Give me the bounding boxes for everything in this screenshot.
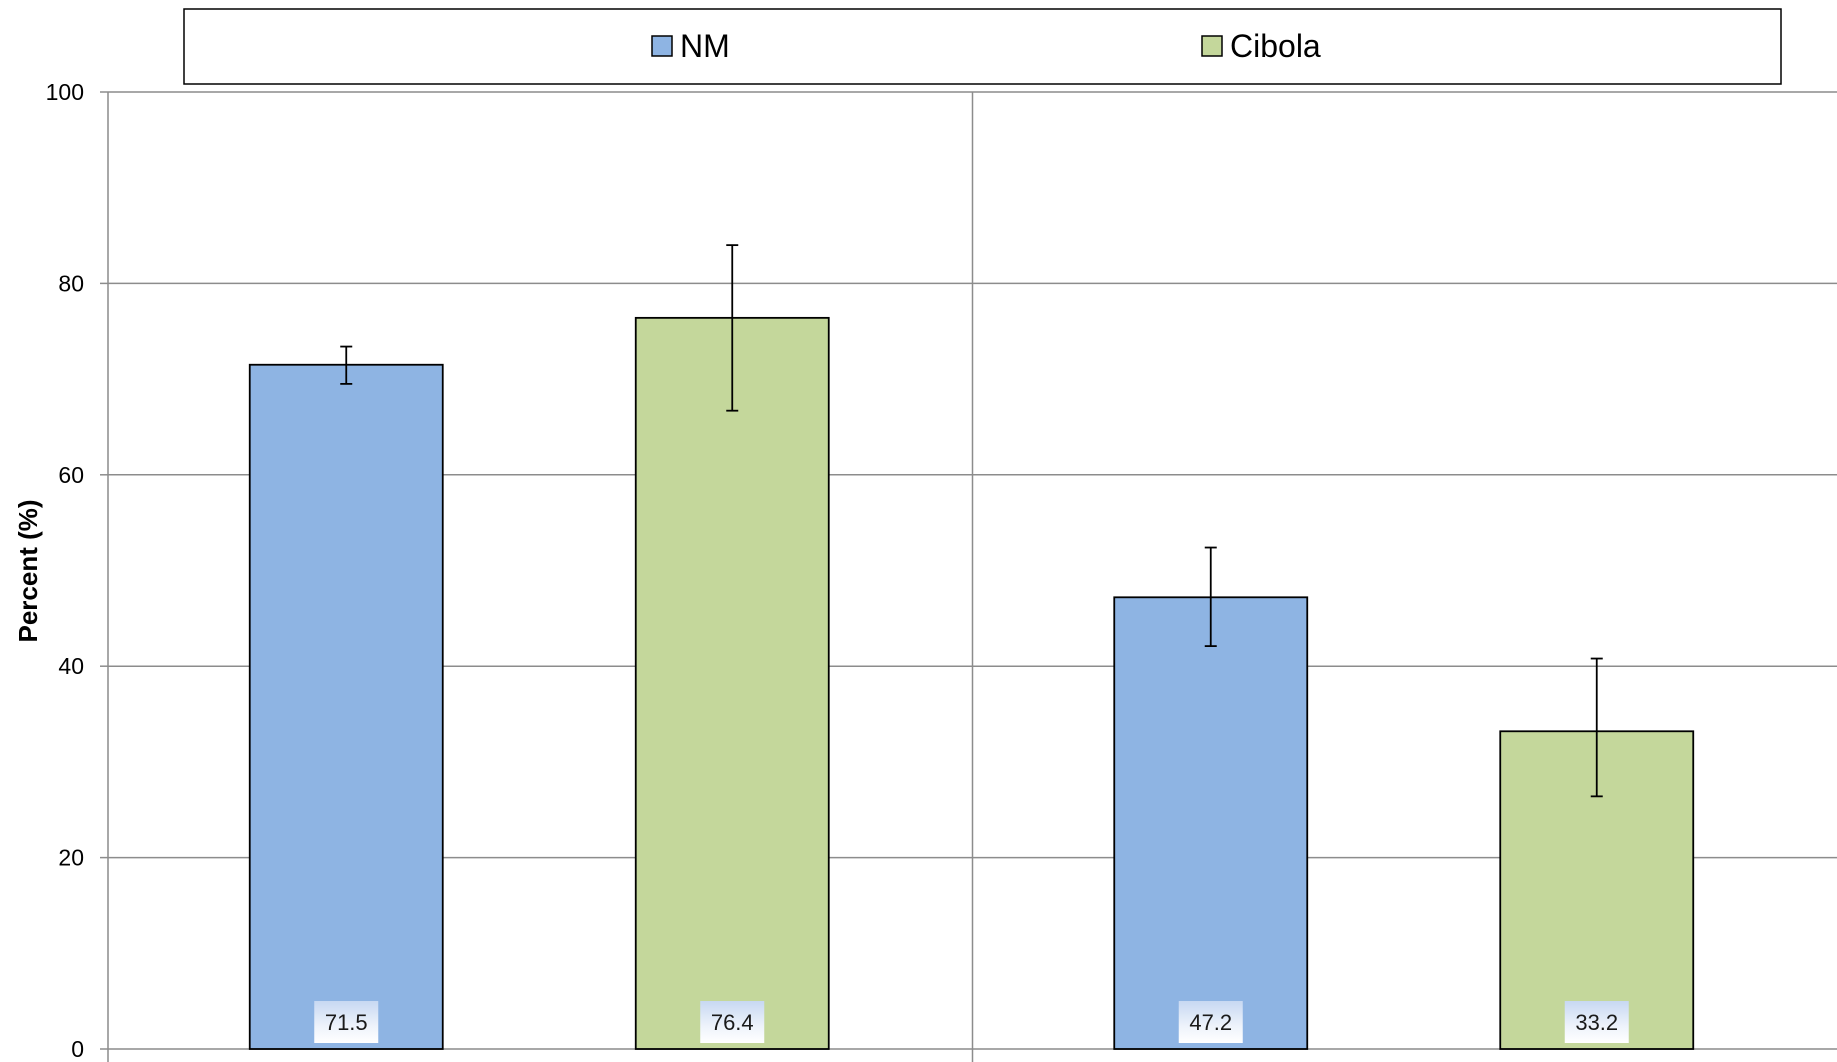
error-bar-nm-1	[1204, 546, 1217, 648]
legend-label: NM	[680, 28, 730, 64]
bar-nm-0	[248, 363, 444, 1050]
error-bar-cibola-1	[1590, 657, 1603, 798]
y-tick-label: 20	[58, 845, 84, 871]
y-axis-title: Percent (%)	[13, 499, 43, 642]
svg-text:76.4: 76.4	[711, 1010, 754, 1035]
data-label-cibola-0: 76.4	[700, 1001, 765, 1043]
y-tick-label: 60	[58, 462, 84, 488]
legend-box	[183, 8, 1782, 85]
bar-nm-1	[1113, 596, 1309, 1050]
svg-text:47.2: 47.2	[1189, 1010, 1232, 1035]
y-tick-label: 100	[46, 79, 84, 105]
error-bar-nm-0	[340, 345, 353, 385]
legend-swatch	[1201, 35, 1223, 57]
legend-item-cibola: Cibola	[1201, 28, 1321, 64]
legend: NM Cibola	[183, 8, 1782, 85]
error-bar-cibola-0	[726, 244, 739, 412]
legend-label: Cibola	[1230, 28, 1321, 64]
data-label-cibola-1: 33.2	[1564, 1001, 1629, 1043]
y-tick-label: 80	[58, 270, 84, 296]
y-tick-labels: 0 20 40 60 80 100	[46, 79, 84, 1062]
svg-text:71.5: 71.5	[325, 1010, 368, 1035]
legend-item-nm: NM	[651, 28, 730, 64]
bars	[248, 316, 1695, 1050]
y-tick-label: 0	[71, 1036, 84, 1062]
data-label-nm-1: 47.2	[1178, 1001, 1243, 1043]
y-tick-label: 40	[58, 653, 84, 679]
svg-text:33.2: 33.2	[1575, 1010, 1618, 1035]
data-label-nm-0: 71.5	[314, 1001, 379, 1043]
error-bars	[340, 244, 1603, 798]
legend-swatch	[651, 35, 673, 57]
data-labels: 71.5 47.2 76.4 33.2	[314, 1001, 1629, 1043]
bar-cibola-0	[634, 316, 830, 1050]
